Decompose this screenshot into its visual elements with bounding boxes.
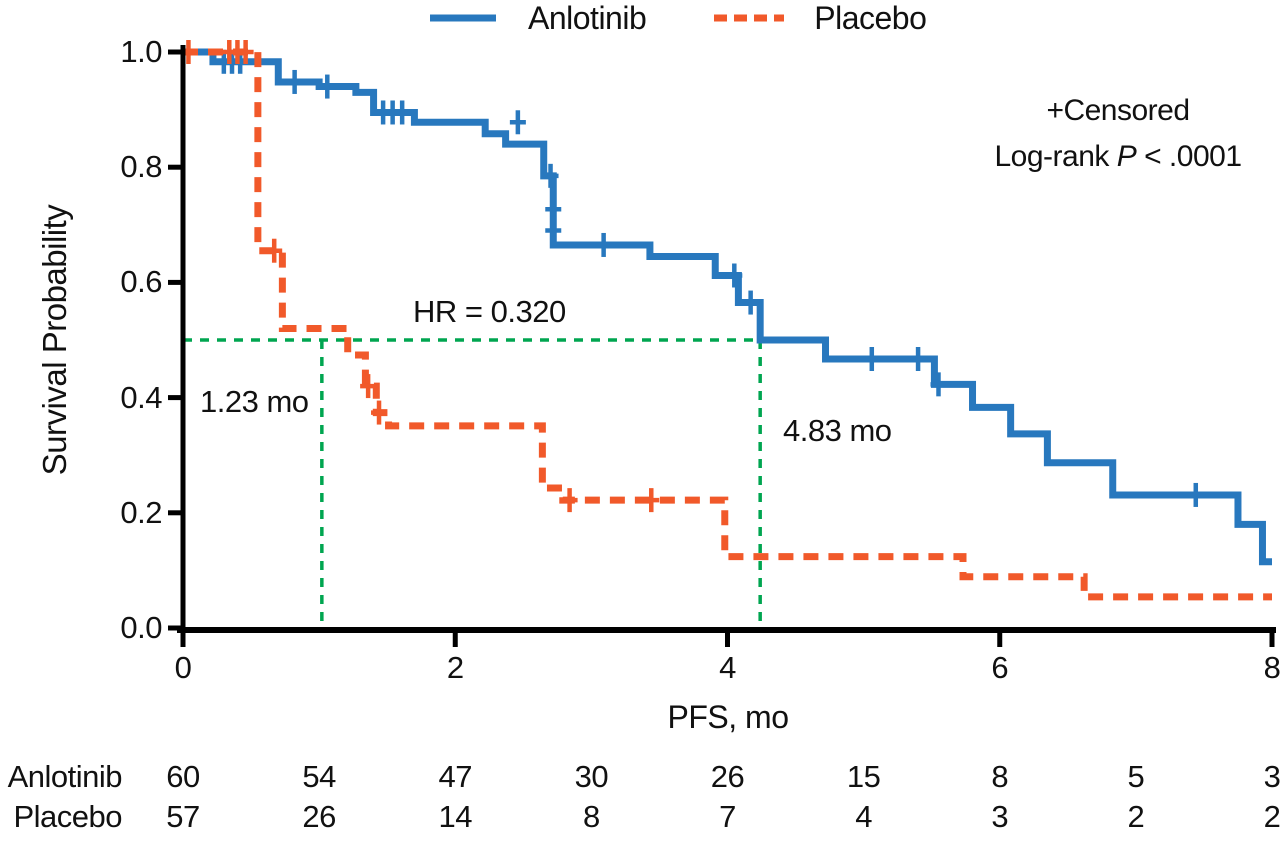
risk-row-label: Placebo: [13, 799, 122, 834]
y-tick-label: 0.8: [120, 149, 162, 185]
risk-count: 4: [855, 799, 872, 834]
anlotinib-curve: [183, 48, 1272, 566]
y-axis-title: Survival Probability: [36, 204, 73, 476]
risk-count: 2: [1127, 799, 1145, 834]
risk-count: 47: [438, 759, 473, 794]
chart-legend: Anlotinib Placebo: [428, 0, 927, 37]
legend-item-anlotinib: Anlotinib: [428, 0, 647, 37]
risk-row-label: Anlotinib: [7, 759, 123, 794]
y-tick-label: 0.2: [120, 494, 162, 530]
median-anlotinib-label: 4.83 mo: [783, 413, 892, 448]
x-tick-label: 8: [1263, 650, 1280, 685]
risk-count: 8: [991, 759, 1009, 794]
legend-item-placebo: Placebo: [712, 0, 927, 37]
y-tick-label: 0.6: [120, 264, 162, 300]
stats-note: +Censored Log-rank P < .0001: [958, 88, 1278, 180]
risk-count: 3: [1263, 759, 1280, 794]
logrank-note: Log-rank P < .0001: [994, 140, 1242, 173]
risk-count: 8: [583, 799, 600, 834]
risk-count: 57: [166, 799, 200, 834]
risk-count: 7: [719, 799, 736, 834]
x-tick-label: 0: [174, 650, 192, 685]
censored-note: +Censored: [1046, 94, 1190, 127]
risk-count: 26: [302, 799, 336, 834]
legend-label-placebo: Placebo: [814, 0, 927, 36]
risk-count: 60: [166, 759, 200, 794]
x-axis-title: PFS, mo: [667, 699, 789, 735]
placebo-curve: [183, 48, 1272, 601]
risk-count: 2: [1263, 799, 1280, 834]
risk-count: 15: [846, 759, 881, 794]
risk-count: 26: [710, 759, 745, 794]
y-tick-label: 1.0: [120, 34, 162, 69]
median-placebo-label: 1.23 mo: [200, 384, 309, 419]
x-tick-label: 6: [991, 650, 1009, 685]
risk-count: 5: [1127, 759, 1145, 794]
x-tick-label: 2: [446, 650, 464, 685]
anlotinib-line-swatch: [430, 14, 496, 22]
hazard-ratio-label: HR = 0.320: [413, 294, 566, 329]
y-tick-label: 0.4: [120, 379, 162, 415]
risk-count: 54: [302, 759, 336, 794]
risk-count: 3: [991, 799, 1009, 834]
legend-label-anlotinib: Anlotinib: [528, 0, 647, 36]
placebo-line-swatch: [714, 14, 785, 22]
x-tick-label: 4: [719, 650, 736, 685]
risk-count: 14: [438, 799, 473, 834]
logrank-p-symbol: P: [1116, 140, 1137, 173]
y-tick-label: 0.0: [120, 610, 162, 645]
risk-count: 30: [574, 759, 609, 794]
